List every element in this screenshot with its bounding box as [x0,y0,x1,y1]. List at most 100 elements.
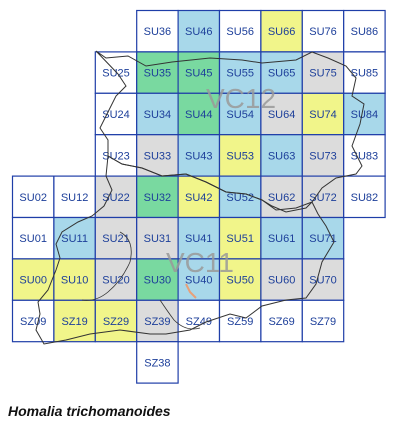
grid-cell-su23 [94,134,138,177]
grid-cell-label: SZ59 [227,316,253,328]
grid-cell-label: SU50 [226,275,254,287]
grid-cell-label: SU30 [144,275,172,287]
grid-cell-label: SU63 [268,150,296,162]
grid-cell-label: SU61 [268,233,296,245]
grid-cell-su83 [343,134,386,177]
grid-cell-label: SU84 [351,109,379,121]
grid-cell-label: SU23 [102,150,130,162]
grid-cell-label: SU32 [144,192,172,204]
grid-cell-su34 [136,92,179,136]
grid-cell-label: SU11 [61,233,88,245]
grid-cell-label: SU10 [61,275,89,287]
grid-cell-label: SU83 [351,150,379,162]
grid-cell-label: SU01 [19,233,47,245]
grid-cell-su63 [260,134,303,177]
grid-cell-su40 [177,258,221,301]
grid-cell-sz09 [11,299,55,343]
grid-cell-label: SU31 [144,233,172,245]
grid-cell-label: SZ29 [103,316,129,328]
grid-cell-label: SU51 [226,233,254,245]
grid-cell-su71 [301,216,345,260]
grid-cell-sz38 [136,341,179,384]
grid-cell-label: SU54 [226,109,254,121]
grid-cell-label: SU72 [309,192,337,204]
grid-cell-su12 [53,175,96,219]
grid-cell-label: SU36 [144,26,172,38]
grid-cell-su00 [11,258,55,301]
grid-cell-sz29 [94,299,138,343]
grid-cell-label: SU65 [268,68,296,80]
grid-cell-label: SU41 [185,233,213,245]
grid-cell-su36 [136,9,179,53]
grid-cell-label: SU43 [185,150,213,162]
grid-cell-label: SU45 [185,68,213,80]
grid-cell-sz59 [218,299,262,343]
county-boundary [35,50,365,345]
grid-cell-su84 [343,92,386,136]
grid-cell-su24 [94,92,138,136]
grid-cell-label: SU00 [19,275,47,287]
grid-cell-label: SZ49 [186,316,212,328]
grid-cell-label: SU73 [309,150,337,162]
grid-cell-label: SU70 [309,275,337,287]
grid-cells: SU36 SU46 SU56 SU66 SU76 SU86 SU25 SU35 SU45 SU55… [11,9,386,384]
grid-cell-su53 [218,134,262,177]
grid-cell-su02 [11,175,55,219]
grid-cell-label: SU85 [351,68,379,80]
grid-cell-label: SU12 [61,192,89,204]
grid-cell-label: SU74 [309,109,337,121]
vc11-boundary-line [35,155,335,345]
river-mark [185,283,197,299]
grid-cell-label: SU42 [185,192,213,204]
grid-cell-su20 [94,258,138,301]
grid-cell-su64 [260,92,303,136]
grid-cell-label: SZ19 [61,316,87,328]
grid-cell-su82 [343,175,386,219]
vc12-boundary-line [95,50,365,213]
coastline-detail [81,231,201,330]
grid-cell-su73 [301,134,345,177]
grid-cell-label: SU62 [268,192,296,204]
grid-cell-label: SU71 [309,233,337,245]
grid-cell-label: SZ79 [310,316,336,328]
grid-cell-label: SU02 [19,192,47,204]
grid-cell-label: SZ38 [144,357,170,369]
grid-cell-su22 [94,175,138,219]
grid-cell-label: SU64 [268,109,296,121]
grid-cell-label: SU82 [351,192,379,204]
grid-cell-label: SZ69 [268,316,294,328]
grid-cell-sz79 [301,299,345,343]
grid-cell-label: SZ09 [20,316,46,328]
grid-cell-su43 [177,134,221,177]
grid-cell-label: SU44 [185,109,213,121]
grid-cell-label: SU34 [144,109,172,121]
grid-cell-label: SU33 [144,150,172,162]
grid-cell-label: SU21 [102,233,130,245]
grid-cell-label: SU24 [102,109,130,121]
grid-cell-su46 [177,9,221,53]
grid-cell-label: SU76 [309,26,337,38]
grid-cell-label: SU25 [102,68,130,80]
vice-county-label-vc12: VC12 [206,83,276,114]
grid-cell-label: SU46 [185,26,213,38]
grid-cell-label: SU40 [185,275,213,287]
grid-cell-sz49 [177,299,221,343]
grid-cell-sz39 [136,299,179,343]
grid-cell-su72 [301,175,345,219]
grid-cell-sz69 [260,299,303,343]
grid-cell-label: SU56 [226,26,254,38]
grid-cell-label: SU55 [226,68,254,80]
grid-cell-label: SU20 [102,275,130,287]
vice-county-label-vc11: VC11 [166,247,234,278]
grid-cell-su35 [136,51,179,94]
grid-cell-su75 [301,51,345,94]
grid-cell-label: SU35 [144,68,172,80]
grid-cell-label: SU86 [351,26,379,38]
grid-cell-label: SU75 [309,68,337,80]
grid-cell-su86 [343,9,386,53]
grid-cell-label: SU60 [268,275,296,287]
grid-cell-label: SU66 [268,26,296,38]
grid-cell-label: SZ39 [144,316,170,328]
species-name: Homalia trichomanoides [8,403,171,419]
